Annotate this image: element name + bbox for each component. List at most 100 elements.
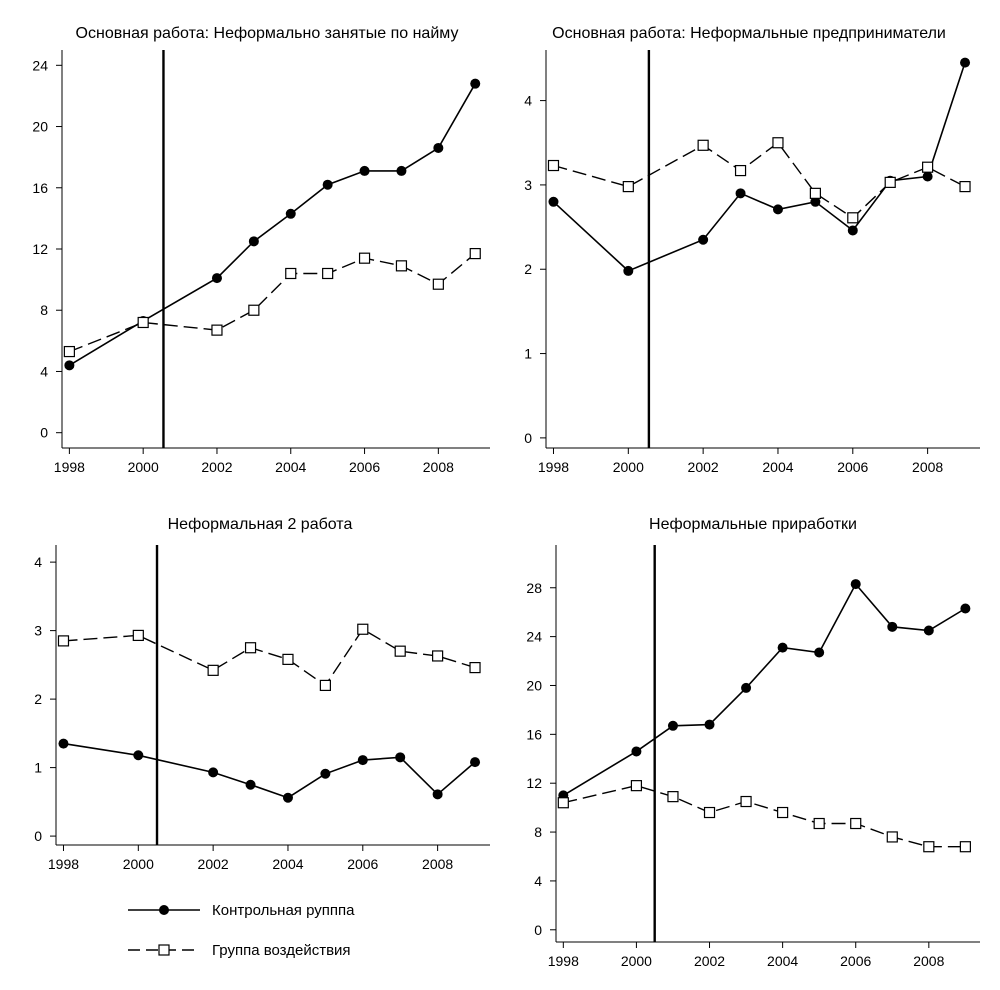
y-tick-label: 4	[524, 93, 532, 109]
y-tick-label: 28	[526, 580, 542, 596]
x-tick-label: 2006	[349, 459, 380, 475]
panel-title: Неформальная 2 работа	[168, 516, 353, 533]
panel-informal-side-earnings: Неформальные приработки 0 4 8 12 16 20 24 28 199…	[526, 516, 980, 969]
data-point-square	[886, 831, 898, 843]
data-point-circle	[698, 234, 709, 245]
series-control	[64, 78, 481, 371]
x-tick-label: 2004	[272, 856, 303, 872]
data-point-square	[207, 664, 219, 676]
series-line	[68, 83, 476, 366]
data-point-square	[777, 806, 789, 819]
data-point-circle	[282, 792, 293, 803]
data-point-circle	[133, 750, 144, 761]
x-tick-label: 2000	[123, 856, 154, 872]
y-tick-label: 0	[40, 425, 48, 441]
x-tick-label: 2008	[422, 856, 453, 872]
data-point-square	[734, 164, 747, 177]
data-point-square	[395, 260, 408, 272]
data-point-circle	[960, 603, 971, 614]
y-tick-label: 20	[526, 677, 542, 693]
series-line	[562, 582, 966, 797]
data-point-circle	[245, 779, 256, 790]
x-tick-label: 1998	[48, 856, 79, 872]
x-tick-label: 2006	[840, 953, 871, 969]
panel-title: Основная работа: Неформальные предприним…	[552, 25, 946, 42]
data-point-square	[211, 324, 223, 336]
data-point-circle	[887, 621, 898, 632]
data-point-square	[57, 635, 70, 647]
y-tick-label: 4	[534, 873, 542, 889]
data-point-circle	[735, 188, 746, 199]
x-tick-label: 2006	[347, 856, 378, 872]
data-point-square	[703, 806, 716, 819]
x-tick-label: 2000	[128, 459, 159, 475]
x-tick-label: 2002	[201, 459, 232, 475]
data-point-circle	[960, 57, 971, 68]
series-line	[563, 784, 966, 848]
data-point-circle	[359, 165, 370, 176]
data-point-circle	[772, 204, 783, 215]
data-point-square	[469, 662, 481, 674]
y-tick-label: 1	[524, 346, 532, 362]
data-point-square	[923, 841, 935, 853]
data-point-circle	[470, 78, 481, 89]
series-line	[552, 62, 966, 272]
x-tick-label: 2004	[762, 459, 793, 475]
y-tick-label: 2	[34, 691, 42, 707]
y-tick-label: 4	[34, 554, 42, 570]
series-treatment	[547, 137, 971, 224]
data-point-circle	[248, 236, 259, 247]
data-point-circle	[470, 757, 481, 768]
data-point-square	[622, 181, 634, 193]
data-point-square	[319, 679, 331, 692]
data-point-square	[847, 212, 859, 224]
x-tick-label: 2002	[198, 856, 229, 872]
legend-marker-filled-circle	[159, 905, 169, 915]
data-point-square	[432, 650, 444, 662]
x-tick-label: 2004	[767, 953, 798, 969]
series-control	[558, 579, 971, 801]
data-point-circle	[285, 208, 296, 219]
legend-item-treatment: Группа воздействия	[128, 942, 351, 959]
data-point-square	[813, 817, 825, 830]
data-point-circle	[395, 752, 406, 763]
y-tick-label: 16	[32, 180, 48, 196]
data-point-square	[285, 267, 297, 280]
y-tick-label: 8	[40, 302, 48, 318]
panel-title: Основная работа: Неформально занятые по …	[76, 25, 459, 42]
series-line	[69, 253, 476, 353]
data-point-circle	[548, 196, 559, 207]
data-point-square	[740, 795, 752, 808]
data-point-circle	[814, 647, 825, 658]
data-point-circle	[64, 360, 75, 371]
y-tick-label: 24	[32, 57, 48, 73]
series-line	[553, 141, 966, 219]
y-tick-label: 24	[526, 629, 542, 645]
x-tick-label: 2008	[912, 459, 943, 475]
data-point-square	[667, 791, 679, 803]
data-point-square	[922, 161, 934, 173]
data-point-square	[244, 642, 257, 654]
data-point-square	[322, 267, 334, 280]
series-treatment	[557, 780, 971, 853]
data-point-circle	[357, 755, 368, 766]
data-point-circle	[322, 179, 333, 190]
series-control	[58, 738, 481, 803]
y-tick-label: 16	[526, 726, 542, 742]
data-point-circle	[320, 768, 331, 779]
data-point-circle	[704, 719, 715, 730]
y-tick-label: 1	[34, 760, 42, 776]
data-point-square	[772, 137, 784, 149]
x-tick-label: 2000	[613, 459, 644, 475]
y-tick-label: 0	[524, 430, 532, 446]
y-tick-label: 4	[40, 363, 48, 379]
data-point-circle	[396, 165, 407, 176]
data-point-circle	[923, 625, 934, 636]
data-point-circle	[623, 265, 634, 276]
x-tick-label: 2002	[688, 459, 719, 475]
data-point-square	[432, 278, 444, 290]
data-point-circle	[58, 738, 69, 749]
panel-informal-second-job: Неформальная 2 работа 0 1 2 3 4 1998 2000 2002 2…	[34, 516, 490, 872]
